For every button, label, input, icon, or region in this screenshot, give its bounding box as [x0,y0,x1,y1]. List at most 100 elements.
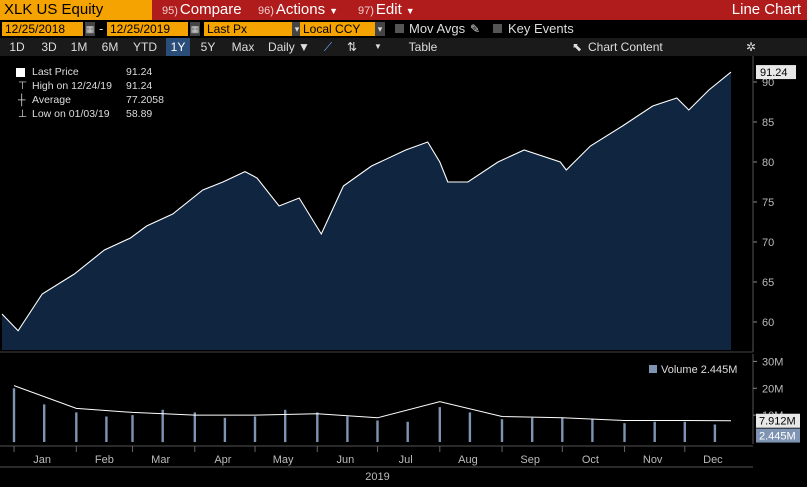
range-1y-button[interactable]: 1Y [166,38,190,56]
actions-shortcut: 96) [258,5,274,17]
mov-avgs-label: Mov Avgs [409,21,466,36]
volume-tick-label: 20M [762,383,783,395]
range-1m-button[interactable]: 1M [70,40,88,54]
calendar-icon[interactable]: ▦ [85,22,95,36]
edit-button[interactable]: 97) Edit ▼ [358,0,415,20]
line-chart-icon[interactable]: ⟋ [323,40,333,54]
chevron-down-icon[interactable]: ▼ [374,42,382,51]
volume-bar [653,421,656,442]
range-5y-button[interactable]: 5Y [200,40,216,54]
calendar-icon[interactable]: ▦ [190,22,200,36]
edit-label: Edit [375,1,402,18]
range-bar [0,38,807,56]
price-tick-label: 90 [762,77,774,89]
actions-button[interactable]: 96) Actions ▼ [258,0,338,20]
currency-select[interactable]: Local CCY [300,22,375,36]
price-tick-label: 60 [762,317,774,329]
legend-value: 58.89 [126,108,153,120]
chevron-down-icon[interactable]: ▾ [375,22,385,36]
legend-low: ⊥ Low on 01/03/19 58.89 [8,108,168,121]
volume-bar [346,416,349,442]
legend-high: ⊤ High on 12/24/19 91.24 [8,80,168,93]
price-legend: Last Price 91.24 ⊤ High on 12/24/19 91.2… [8,64,168,124]
volume-bar [223,417,227,442]
start-date-field[interactable]: 12/25/2018 [2,22,83,36]
key-events-checkbox[interactable] [493,24,502,33]
volume-bar [623,423,626,442]
volume-bar [284,409,287,443]
legend-label: Last Price [32,66,79,78]
range-max-button[interactable]: Max [231,40,255,54]
year-label: 2019 [365,471,389,483]
range-ytd-button[interactable]: YTD [133,40,157,54]
range-6m-button[interactable]: 6M [101,40,119,54]
volume-bar [406,421,409,442]
range-3d-button[interactable]: 3D [41,40,57,54]
price-line [1,71,732,332]
volume-bar [253,416,257,442]
month-label: Jun [337,454,355,466]
pencil-icon[interactable]: ✎ [470,22,481,36]
volume-bar [376,420,379,442]
price-tick-label: 85 [762,117,774,129]
chevron-down-icon: ▼ [329,6,339,16]
chart-type-title: Line Chart [731,1,801,18]
volume-bar [131,415,134,442]
month-label: Apr [214,454,231,466]
chart-content-button[interactable]: Chart Content [588,40,663,54]
compare-button[interactable]: 95) Compare [162,0,242,20]
legend-label: High on 12/24/19 [32,80,112,92]
price-tick-label: 75 [762,197,774,209]
volume-bar [193,412,196,442]
volume-last-label: 2.445M [759,431,796,443]
ticker-field[interactable]: XLK US Equity [0,0,152,20]
legend-label: Low on 01/03/19 [32,108,110,120]
volume-last-marker [756,428,800,443]
month-label: Nov [643,454,663,466]
volume-bar [105,416,108,442]
volume-bar [43,404,46,442]
legend-value: 91.24 [126,80,153,92]
actions-label: Actions [275,1,326,18]
menu-bar [0,0,807,20]
legend-average: ┼ Average 77.2058 [8,94,168,107]
price-area-fill [2,72,731,350]
date-separator: - [99,21,104,36]
key-events-label: Key Events [508,21,574,36]
last-price-label: 91.24 [760,67,788,79]
month-label: Sep [520,454,540,466]
month-label: Jul [399,454,413,466]
mov-avgs-checkbox[interactable] [395,24,404,33]
range-1d-button[interactable]: 1D [9,40,25,54]
volume-bar [12,388,16,443]
last-price-marker [756,65,796,80]
chevron-down-icon[interactable]: ▾ [292,22,302,36]
bar-chart-icon[interactable]: ⇅ [346,40,358,54]
volume-bar [591,419,594,442]
gear-icon[interactable]: ✲ [745,40,757,54]
volume-legend-label: Volume 2.445M [661,364,737,376]
legend-label: Average [32,94,71,106]
volume-bar [316,412,319,442]
volume-bar [713,424,717,442]
chevron-down-icon: ▼ [405,6,415,16]
volume-bar [161,409,164,443]
volume-bar [561,417,564,442]
end-date-field[interactable]: 12/25/2019 [107,22,188,36]
volume-bar [468,412,472,442]
price-tick-label: 70 [762,237,774,249]
high-marker-icon: ⊤ [18,80,28,92]
legend-value: 91.24 [126,66,153,78]
price-tick-label: 65 [762,277,774,289]
price-tick-label: 80 [762,157,774,169]
month-label: Jan [33,454,51,466]
volume-bar [683,421,686,442]
pin-icon[interactable]: ⬉ [571,40,583,54]
month-label: Mar [151,454,170,466]
compare-shortcut: 95) [162,5,178,17]
period-select[interactable]: Daily ▼ [268,40,310,54]
month-label: Feb [95,454,114,466]
price-field-select[interactable]: Last Px [204,22,292,36]
average-marker-icon: ┼ [18,94,26,106]
table-button[interactable]: Table [408,40,438,54]
